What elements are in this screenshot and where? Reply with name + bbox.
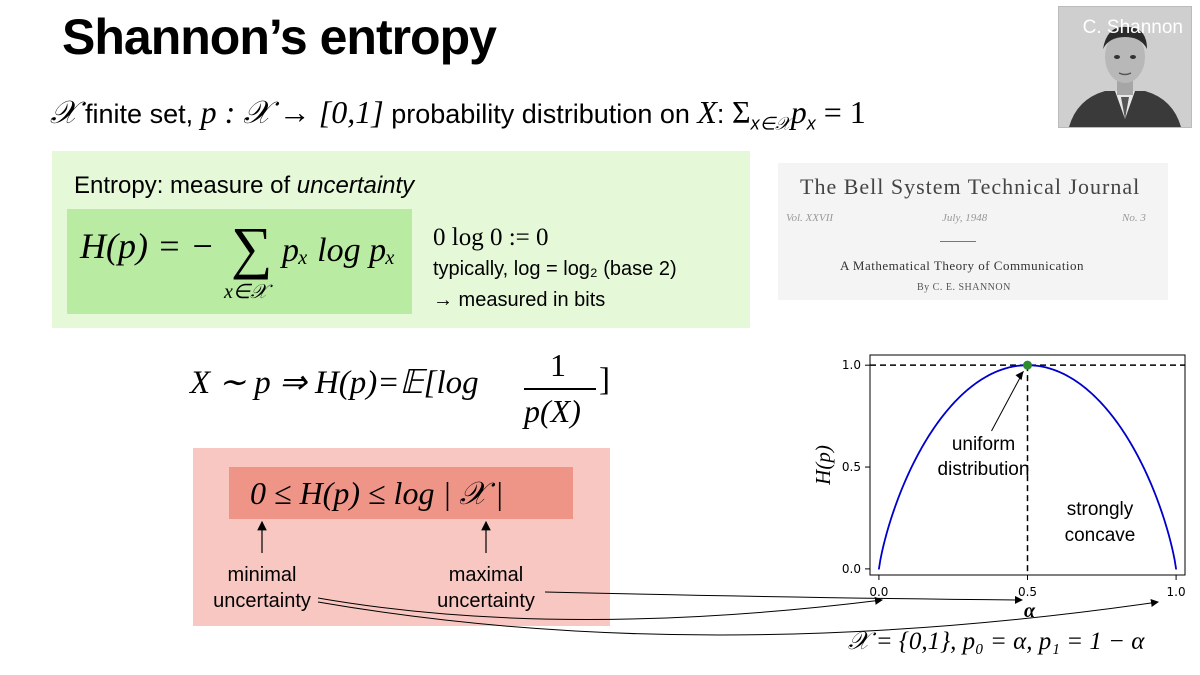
definition-text-3: :: [716, 99, 732, 129]
log-base-note: typically, log = log₂ (base 2): [433, 258, 677, 280]
x-axis-label: α: [1024, 600, 1036, 622]
min-to-one-arrow: [317, 599, 1159, 636]
x-tick-label: 0.5: [1018, 585, 1037, 599]
journal-author: By C. E. SHANNON: [917, 282, 1011, 293]
portrait-image: [1059, 7, 1191, 127]
equals-one: = 1: [815, 94, 866, 130]
bits-note: → measured in bits: [433, 289, 606, 311]
fraction-bar: [524, 388, 596, 390]
data-point: [937, 421, 940, 423]
data-point: [1160, 509, 1163, 512]
portrait-label: C. Shannon: [1082, 17, 1183, 38]
set-symbol: 𝒳: [50, 94, 78, 130]
p-symbol: p: [790, 94, 807, 130]
entropy-heading: Entropy: measure of uncertainty: [74, 172, 414, 200]
definition-text-1: finite set,: [77, 99, 201, 129]
bounds-formula: 0 ≤ H(p) ≤ log | 𝒳 |: [250, 475, 504, 511]
bounds-formula-panel: [229, 467, 573, 519]
annotation-arrow-head: [1015, 371, 1024, 381]
data-point: [1011, 365, 1014, 368]
data-point: [922, 443, 925, 446]
annotation-arrow-line: [991, 370, 1024, 432]
x-tick-label: 1.0: [1167, 585, 1186, 599]
x-tick-label: 0.0: [869, 585, 888, 599]
data-point: [1130, 443, 1133, 446]
y-tick-label: 0.5: [842, 460, 861, 474]
definition-line: 𝒳 finite set, p : 𝒳 → [0,1] probability …: [50, 94, 866, 134]
p-subscript: x: [806, 113, 816, 134]
y-tick-label: 0.0: [842, 562, 861, 576]
definition-text-2: probability distribution on: [383, 99, 698, 129]
zero-log-zero-note: 0 log 0 := 0: [433, 224, 549, 251]
data-point: [952, 402, 955, 405]
max-marker: [1023, 360, 1032, 370]
journal-date: July, 1948: [942, 212, 988, 224]
data-point: [1086, 388, 1088, 391]
shannon-portrait: C. Shannon: [1058, 6, 1192, 128]
journal-volume: Vol. XXVII: [786, 212, 834, 224]
max-to-half-arrow: [544, 591, 1023, 604]
entropy-heading-text: Entropy: measure of: [74, 172, 297, 199]
journal-rule: [940, 241, 976, 242]
data-point: [1145, 472, 1148, 475]
data-point: [1100, 402, 1103, 405]
map-expression: p : 𝒳 → [0,1]: [200, 94, 384, 130]
sum-symbol: Σ: [731, 94, 751, 130]
entropy-chart: 0.0 0.5 1.0 0.0 0.5 1.0 α H(p) uniform distributi…: [811, 354, 1186, 622]
y-axis-label: H(p): [811, 445, 835, 486]
data-point: [996, 370, 999, 372]
random-variable: X: [697, 94, 717, 130]
entropy-formula-left: H(p) = −: [80, 226, 215, 266]
data-point: [1041, 365, 1044, 368]
data-point: [1056, 370, 1059, 372]
data-point: [1115, 421, 1118, 423]
annotation-uniform-2: distribution: [938, 459, 1030, 480]
fraction-denominator: p(X): [524, 393, 581, 429]
y-tick-label: 1.0: [842, 358, 861, 372]
data-point: [1071, 377, 1073, 380]
fraction-close-bracket: ]: [599, 362, 610, 398]
annotation-concave-1: strongly: [1067, 499, 1134, 520]
data-point: [1175, 568, 1177, 570]
chart-caption: 𝒳 = {0,1}, p₀ = α, p₁ = 1 − α: [848, 628, 1145, 655]
journal-title: The Bell System Technical Journal: [800, 174, 1141, 199]
expectation-formula: X ∼ p ⇒ H(p)=𝔼[log: [190, 365, 479, 401]
entropy-formula-panel: [67, 209, 412, 314]
page-title: Shannon’s entropy: [62, 9, 497, 65]
journal-clipping: [778, 163, 1168, 300]
annotation-concave-2: concave: [1065, 525, 1136, 546]
journal-number: No. 3: [1122, 212, 1146, 224]
sigma-symbol: ∑: [231, 215, 273, 280]
min-to-zero-arrow: [317, 596, 883, 620]
data-point: [878, 568, 880, 570]
data-point: [907, 472, 910, 475]
minimal-uncertainty-label: minimal uncertainty: [213, 564, 311, 612]
sum-subscript: x∈𝒳: [750, 113, 791, 134]
data-point: [892, 509, 895, 512]
fraction-numerator: 1: [550, 347, 566, 383]
entropy-formula-right: pₓ log pₓ: [282, 232, 396, 269]
entropy-heading-italic: uncertainty: [296, 172, 415, 199]
annotation-uniform-1: uniform: [952, 434, 1015, 455]
data-point: [967, 388, 969, 391]
data-point: [982, 377, 984, 380]
journal-paper-title: A Mathematical Theory of Communication: [840, 258, 1085, 273]
maximal-uncertainty-label: maximal uncertainty: [437, 564, 535, 612]
sigma-subscript: x∈𝒳: [224, 281, 268, 303]
